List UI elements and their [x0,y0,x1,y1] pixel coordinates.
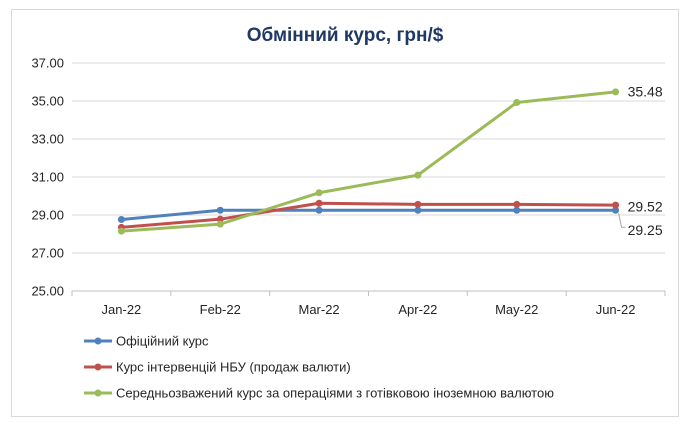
x-tick-label: Jan-22 [102,302,142,317]
data-label-leader [618,213,626,228]
series-0-point [513,206,521,214]
y-tick-label: 31.00 [31,170,64,185]
series-0-point [117,216,125,224]
series-lines [117,88,620,235]
series-2-point [216,220,224,228]
chart-title: Обмінний курс, грн/$ [247,25,444,46]
data-labels: 29.25 29.52 35.48 [618,83,663,238]
series-1-point [216,215,224,223]
y-tick-label: 33.00 [31,132,64,147]
legend-swatch-marker [94,337,102,345]
series-0-point [216,206,224,214]
legend-entry-1: Курс інтервенцій НБУ (продаж валюти) [116,360,351,375]
y-tick-label: 25.00 [31,284,64,299]
series-2-point [117,227,125,235]
x-tick-label: Jun-22 [596,302,636,317]
series-2-point [414,171,422,179]
series-2-point [612,88,620,96]
legend-swatch-marker [94,363,102,371]
series-1-point [414,200,422,208]
series-0-end-label: 29.25 [628,222,663,238]
series-0-point [414,206,422,214]
series-1-point [315,199,323,207]
legend-swatch-marker [94,389,102,397]
y-tick-label: 37.00 [31,56,64,71]
series-2-point [315,189,323,197]
axes: 25.00 27.00 29.00 31.00 33.00 35.00 37.00 Jan-2… [31,56,666,317]
x-tick-label: Mar-22 [298,302,339,317]
series-0-point [612,206,620,214]
series-line-1 [121,201,616,229]
series-line-2 [121,90,616,233]
exchange-rate-chart: Обмінний курс, грн/$ 25.00 27.00 29.00 31.0… [31,25,666,401]
y-tick-label: 27.00 [31,246,64,261]
series-2-end-label: 35.48 [628,83,663,99]
series-1-end-label: 29.52 [628,199,663,215]
y-tick-label: 29.00 [31,208,64,223]
chart-frame: Обмінний курс, грн/$ 25.00 27.00 29.00 31.0… [11,9,679,417]
series-1-point [513,200,521,208]
series-2-point [513,99,521,107]
series-1-point [612,201,620,209]
y-tick-label: 35.00 [31,94,64,109]
legend-entry-0: Офіційний курс [116,334,209,349]
x-tick-label: May-22 [495,302,538,317]
x-tick-label: Apr-22 [398,302,437,317]
legend-entry-2: Середньозважений курс за операціями з го… [116,386,554,401]
x-tick-label: Feb-22 [200,302,241,317]
series-line-0 [121,208,616,222]
series-0-point [315,206,323,214]
legend: Офіційний курс Курс інтервенцій НБУ (прод… [84,334,554,401]
